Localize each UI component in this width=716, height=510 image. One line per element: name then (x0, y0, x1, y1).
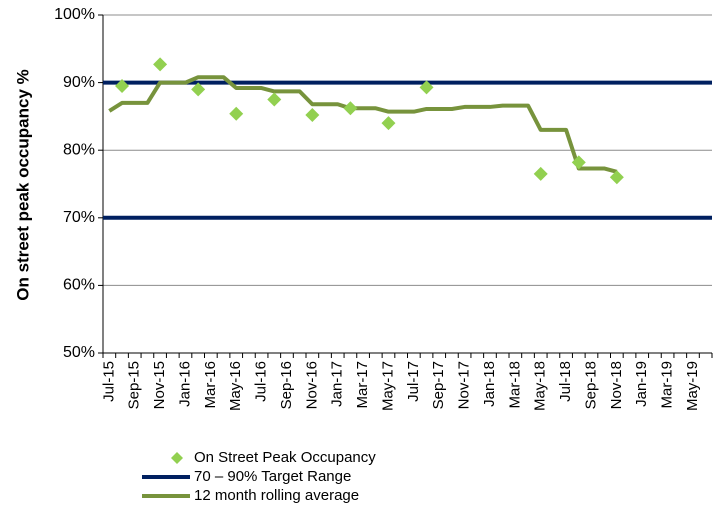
y-tick-label: 80% (63, 141, 95, 158)
occupancy-point (115, 78, 130, 93)
x-tick-label: Mar-19 (659, 361, 676, 409)
y-tick-label: 90% (63, 74, 95, 91)
occupancy-point (267, 92, 282, 107)
x-tick-label: Jul-18 (557, 361, 574, 402)
legend-label: 70 – 90% Target Range (194, 468, 351, 485)
x-tick-label: May-17 (379, 361, 396, 411)
x-tick-label: Jul-16 (253, 361, 270, 402)
x-tick-label: Sep-18 (582, 361, 599, 409)
x-tick-label: Sep-16 (278, 361, 295, 409)
x-tick-label: Nov-18 (608, 361, 625, 409)
occupancy-point (571, 155, 586, 170)
legend-marker (171, 452, 183, 464)
y-tick-label: 50% (63, 344, 95, 361)
x-tick-label: May-19 (684, 361, 701, 411)
x-tick-label: Sep-15 (126, 361, 143, 409)
occupancy-point (533, 166, 548, 181)
x-tick-label: Nov-16 (303, 361, 320, 409)
occupancy-point (381, 116, 396, 131)
occupancy-point (191, 82, 206, 97)
legend-label: 12 month rolling average (194, 487, 359, 504)
occupancy-point (343, 101, 358, 116)
occupancy-point (609, 170, 624, 185)
legend-label: On Street Peak Occupancy (194, 449, 376, 466)
y-tick-label: 60% (63, 277, 95, 294)
x-tick-label: Jul-17 (405, 361, 422, 402)
rolling-average-line (108, 75, 618, 174)
x-tick-label: Nov-17 (456, 361, 473, 409)
x-tick-label: Mar-17 (354, 361, 371, 409)
x-tick-label: Mar-18 (506, 361, 523, 409)
occupancy-point (305, 108, 320, 123)
x-tick-label: Mar-16 (202, 361, 219, 409)
x-tick-label: Jul-15 (100, 361, 117, 402)
y-tick-label: 70% (63, 209, 95, 226)
occupancy-point (229, 106, 244, 121)
x-tick-label: May-18 (532, 361, 549, 411)
occupancy-point (153, 57, 168, 72)
x-tick-label: Nov-15 (151, 361, 168, 409)
x-tick-label: Sep-17 (430, 361, 447, 409)
occupancy-point (419, 80, 434, 95)
y-tick-label: 100% (54, 6, 95, 23)
x-tick-label: Jan-18 (481, 361, 498, 407)
x-tick-label: Jan-19 (633, 361, 650, 407)
y-axis-label: On street peak occupancy % (13, 69, 32, 300)
x-tick-label: Jan-16 (176, 361, 193, 407)
x-tick-label: Jan-17 (329, 361, 346, 407)
x-tick-label: May-16 (227, 361, 244, 411)
